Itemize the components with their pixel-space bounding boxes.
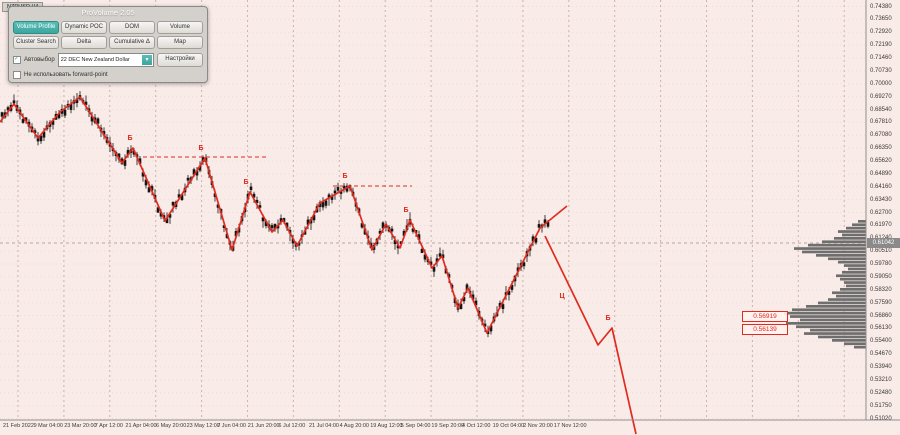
price-scale-label: 0.52480	[870, 389, 892, 396]
price-scale-label: 0.66350	[870, 145, 892, 152]
panel-title: ProVolume 2.05	[81, 8, 135, 17]
dropdown-arrow-icon[interactable]: ▾	[142, 55, 152, 65]
autoselect-label: Автовыбор	[24, 57, 55, 63]
price-scale-label: 0.74380	[870, 3, 892, 10]
panel-forward-row: Не использовать forward-point	[13, 71, 203, 79]
time-scale-label: 21 Jul 04:00	[309, 423, 339, 429]
price-scale-label: 0.54670	[870, 351, 892, 358]
price-scale-label: 0.65620	[870, 158, 892, 164]
time-scale-label: 23 Mar 20:00	[64, 423, 97, 429]
red-price-tag-lower: 0.56139	[742, 324, 788, 335]
time-scale-label: 21 Jun 20:00	[247, 423, 280, 429]
price-scale-label: 0.60510	[870, 248, 892, 255]
time-scale-label: 4 Oct 12:00	[462, 423, 491, 429]
volume-profile-button[interactable]: Volume Profile	[13, 21, 59, 34]
panel-controls-row: Автовыбор 22 DEC New Zealand Dollar ▾ На…	[13, 53, 203, 67]
cumulative-delta-button[interactable]: Cumulative Δ	[109, 36, 155, 49]
time-scale-label: 2 Nov 20:00	[523, 423, 553, 429]
price-scale-label: 0.62700	[870, 209, 892, 216]
price-scale-label: 0.72190	[870, 42, 892, 49]
price-scale-label: 0.70000	[870, 80, 892, 87]
price-scale-label: 0.72920	[870, 29, 892, 36]
time-scale-label: 4 Aug 20:00	[339, 423, 369, 429]
time-scale-label: 23 May 12:00	[186, 423, 220, 429]
price-scale-label: 0.53940	[870, 364, 892, 370]
price-scale-label: 0.67080	[870, 132, 892, 139]
price-scale-label: 0.67810	[870, 119, 892, 126]
map-button[interactable]: Map	[157, 36, 203, 49]
price-scale-label: 0.56860	[870, 312, 892, 319]
time-scale-label: 7 Apr 12:00	[94, 423, 123, 429]
price-scale-label: 0.69270	[870, 93, 892, 100]
time-scale-label: 19 Aug 12:00	[370, 423, 403, 429]
forward-point-label: Не использовать forward-point	[24, 72, 108, 78]
time-scale-label: 21 Feb 2022	[3, 423, 34, 429]
price-scale-label: 0.64890	[870, 170, 892, 177]
price-scale-label: 0.59050	[870, 273, 892, 280]
panel-buttons-row2: Cluster Search Delta Cumulative Δ Map	[13, 36, 203, 49]
price-scale-label: 0.61970	[870, 222, 892, 229]
price-scale-label: 0.73650	[870, 16, 892, 23]
price-scale-label: 0.56130	[870, 325, 892, 332]
forward-point-checkbox[interactable]	[13, 71, 21, 79]
time-scale-label: 19 Oct 04:00	[492, 423, 525, 429]
dom-button[interactable]: DOM	[109, 21, 155, 34]
price-scale-label: 0.51750	[870, 402, 892, 409]
time-scale-label: 9 Mar 04:00	[33, 423, 63, 429]
time-scale-label: 17 Nov 12:00	[553, 423, 587, 429]
price-scale-label: 0.71460	[870, 55, 892, 61]
volume-button[interactable]: Volume	[157, 21, 203, 34]
dynamic-poc-button[interactable]: Dynamic POC	[61, 21, 107, 34]
price-scale-label: 0.58320	[870, 286, 892, 293]
time-scale-label: 21 Apr 04:00	[125, 423, 157, 429]
time-scale-label: 7 Jun 04:00	[217, 423, 246, 429]
current-price-tag: 0.61042	[867, 238, 900, 248]
price-scale-label: 0.70730	[870, 67, 892, 74]
time-scale-label: 6 Jul 12:00	[278, 423, 306, 429]
price-scale-label: 0.57590	[870, 299, 892, 306]
panel-buttons-row1: Volume Profile Dynamic POC DOM Volume	[13, 21, 203, 34]
price-scale-label: 0.59780	[870, 261, 892, 267]
time-axis[interactable]: 21 Feb 2022 9 Mar 04:00 23 Mar 20:00 7 Apr …	[0, 421, 900, 435]
red-price-tag-upper: 0.56919	[742, 311, 788, 322]
time-scale-label: 19 Sep 20:00	[431, 423, 465, 429]
price-axis[interactable]: 0.74380 0.73650 0.72920 0.72190 0.71460 0.707…	[868, 0, 900, 422]
cluster-search-button[interactable]: Cluster Search	[13, 36, 59, 49]
time-scale-label: 5 Sep 04:00	[400, 423, 431, 429]
price-scale-label: 0.51020	[870, 415, 892, 422]
autoselect-checkbox[interactable]	[13, 55, 21, 64]
contract-dropdown[interactable]: 22 DEC New Zealand Dollar ▾	[57, 53, 154, 67]
settings-button[interactable]: Настройки	[157, 53, 203, 67]
time-scale-label: 6 May 20:00	[156, 423, 187, 429]
price-scale-label: 0.68540	[870, 106, 892, 113]
price-scale-label: 0.64160	[870, 183, 892, 190]
delta-button[interactable]: Delta	[61, 36, 107, 49]
provolume-panel: ProVolume 2.05 Volume Profile Dynamic PO…	[8, 6, 208, 83]
contract-dropdown-value: 22 DEC New Zealand Dollar	[60, 57, 130, 63]
price-scale-label: 0.55400	[870, 338, 892, 345]
price-scale-label: 0.53210	[870, 376, 892, 383]
price-scale-label: 0.63430	[870, 196, 892, 203]
